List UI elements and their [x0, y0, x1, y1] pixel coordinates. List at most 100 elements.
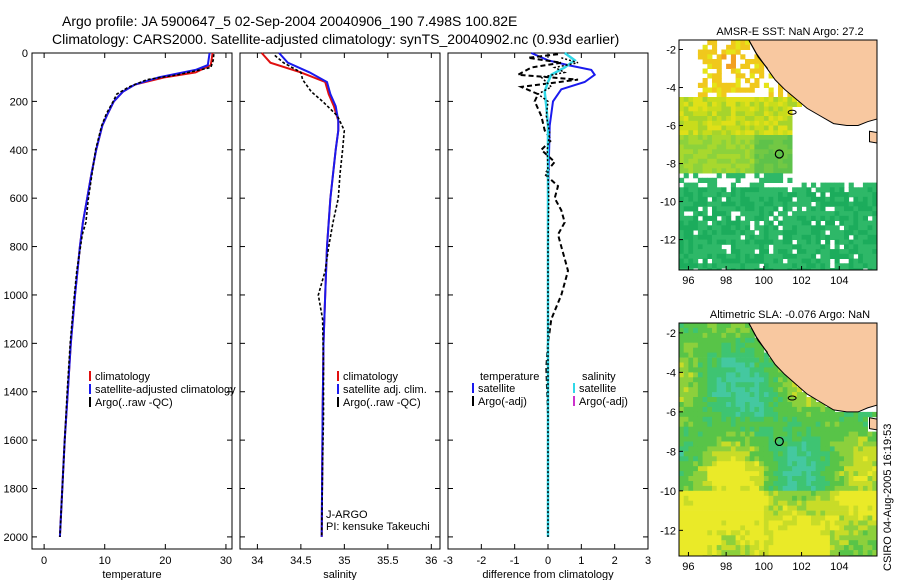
map-cell: [768, 73, 774, 79]
map-cell: [858, 545, 864, 551]
map-cell: [867, 253, 873, 259]
map-cell: [820, 441, 826, 447]
map-cell: [773, 416, 779, 423]
map-cell: [820, 466, 826, 472]
map-cell: [834, 530, 840, 536]
map-cell: [839, 192, 845, 198]
map-cell: [801, 244, 807, 250]
map-cell: [697, 490, 703, 497]
map-cell: [806, 441, 812, 447]
map-cell: [792, 258, 798, 264]
map-cell: [740, 372, 746, 378]
header-line2: Climatology: CARS2000. Satellite-adjuste…: [52, 31, 619, 47]
map-cell: [754, 495, 760, 502]
map-cell: [787, 215, 793, 221]
map-cell: [712, 220, 718, 226]
map-cell: [749, 215, 755, 221]
map-cell: [707, 201, 713, 207]
map-cell: [773, 125, 779, 131]
map-cell: [693, 116, 699, 122]
map-cell: [773, 106, 779, 112]
map-cell: [735, 239, 741, 245]
map-cell: [759, 268, 765, 270]
map-cell: [716, 149, 722, 155]
map-cell: [801, 426, 807, 432]
map-cell: [679, 139, 685, 145]
map-cell: [688, 471, 694, 477]
map-cell: [782, 135, 788, 141]
map-cell: [726, 426, 732, 432]
map-cell: [716, 426, 722, 432]
map-cell: [697, 421, 703, 427]
map-cell: [759, 244, 765, 250]
map-cell: [745, 268, 751, 270]
map-cell: [839, 535, 845, 541]
map-cell: [867, 515, 873, 521]
map-cell: [749, 206, 755, 212]
map-cell: [726, 63, 732, 69]
map-cell: [749, 163, 755, 169]
map-cell: [679, 406, 685, 413]
map-cell: [697, 431, 703, 437]
map-cell: [872, 263, 877, 269]
map-cell: [825, 515, 831, 521]
map-cell: [735, 367, 741, 373]
map-cell: [754, 78, 760, 84]
map-cell: [848, 500, 854, 506]
map-cell: [763, 263, 769, 269]
map-cell: [754, 63, 760, 69]
map-cell: [707, 397, 713, 403]
map-cell: [726, 357, 732, 363]
map-cell: [759, 182, 765, 188]
map-cell: [815, 220, 821, 226]
map-cell: [740, 249, 746, 255]
map-cell: [697, 163, 703, 169]
map-cell: [712, 49, 718, 55]
map-cell: [712, 78, 718, 84]
legend-label: satellite: [579, 383, 616, 395]
map-cell: [679, 490, 685, 497]
map-cell: [825, 520, 831, 526]
map-cell: [773, 192, 779, 198]
map-cell: [730, 347, 736, 353]
map-cell: [796, 397, 802, 403]
map-cell: [740, 258, 746, 264]
map-cell: [768, 451, 774, 457]
map-cell: [806, 431, 812, 437]
map-cell: [697, 525, 703, 531]
map-cell: [853, 416, 859, 423]
map-cell: [853, 495, 859, 502]
map-cell: [749, 357, 755, 363]
map-cell: [811, 515, 817, 521]
map-cell: [683, 253, 689, 259]
map-cell: [867, 540, 873, 546]
map-cell: [834, 411, 840, 418]
map-cell: [759, 201, 765, 207]
map-cell: [735, 327, 741, 334]
map-field: [679, 323, 877, 556]
map-cell: [773, 520, 779, 526]
map-cell: [679, 268, 685, 270]
map-cell: [806, 540, 812, 546]
map-cell: [712, 451, 718, 457]
map-cell: [697, 323, 703, 329]
map-cell: [749, 466, 755, 472]
map-cell: [848, 540, 854, 546]
map-cell: [721, 97, 727, 103]
map-cell: [726, 337, 732, 344]
map-cell: [697, 253, 703, 259]
map-cell: [820, 456, 826, 462]
map-cell: [679, 135, 685, 141]
map-cell: [693, 192, 699, 198]
map-cell: [745, 481, 751, 487]
map-cell: [735, 382, 741, 388]
map-cell: [679, 426, 685, 432]
map-cell: [867, 476, 873, 482]
map-cell: [702, 347, 708, 353]
map-cell: [707, 249, 713, 255]
map-cell: [730, 258, 736, 264]
map-cell: [693, 149, 699, 155]
map-cell: [707, 406, 713, 413]
map-cell: [716, 54, 722, 60]
map-cell: [778, 505, 784, 511]
